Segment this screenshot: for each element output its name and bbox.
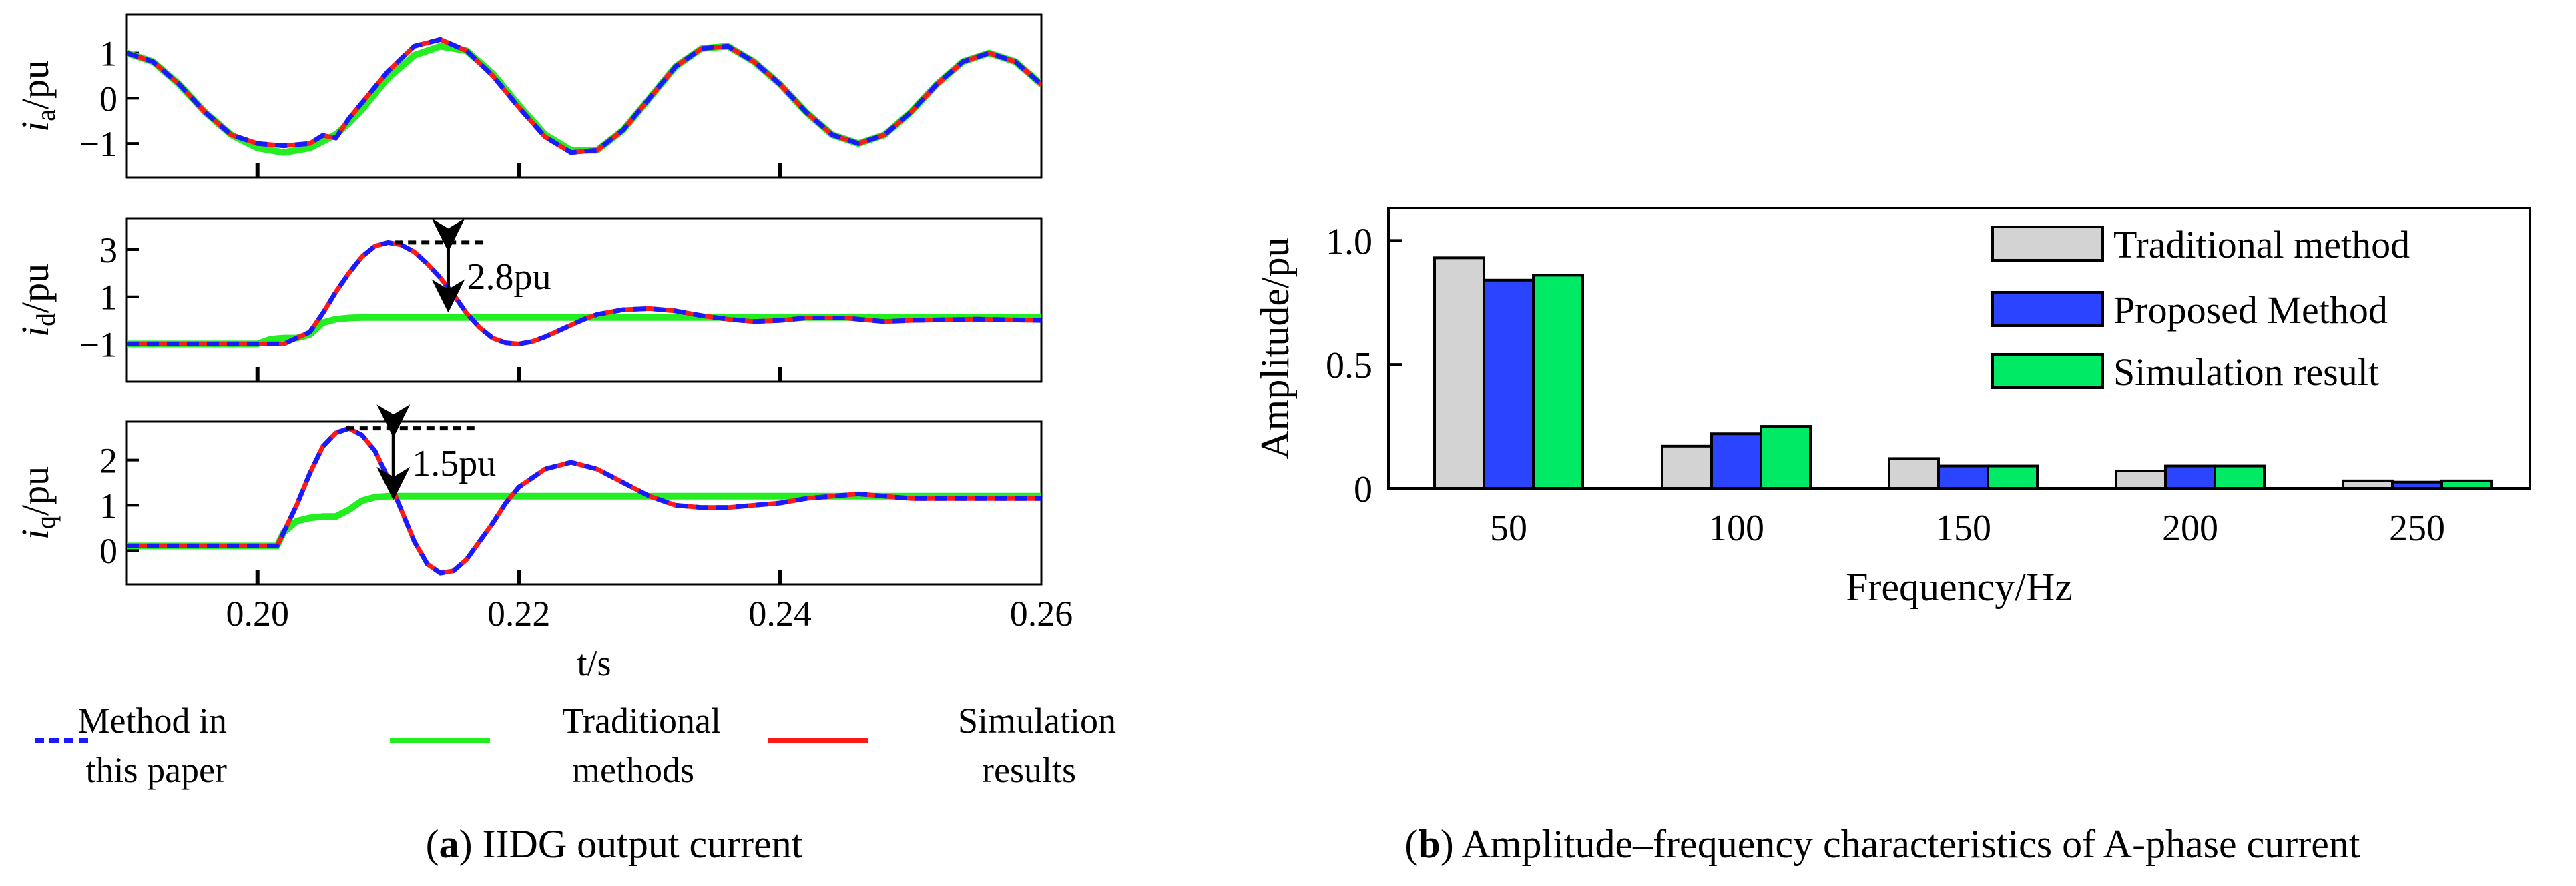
subplot-iq: 0.20 0.22 0.24 0.26 2 1 0 1.5pu iq/pu <box>13 404 1073 634</box>
x-tick-label: 100 <box>1708 508 1764 549</box>
y-tick-label: 1.0 <box>1326 221 1372 262</box>
y-tick-label: 1 <box>99 486 117 526</box>
y-tick-label: −1 <box>79 124 117 164</box>
bar-simulation-result-150 <box>1987 464 2039 490</box>
legend-label-line1: Method in <box>78 701 228 741</box>
legend-label-line2: this paper <box>86 750 227 790</box>
x-tick-label: 0.24 <box>748 594 812 634</box>
y-tick-label: 1 <box>99 34 117 74</box>
bar-group <box>1433 256 2493 490</box>
legend-swatch <box>1991 291 2104 327</box>
panel-b: 0 0.5 1.0 50 100 150 200 250 Amplitude/pu Freq… <box>1253 207 2531 866</box>
peak-annotation: 1.5pu <box>346 404 496 500</box>
legend-entry-simulation-result: Simulation result <box>1991 350 2379 394</box>
bar-traditional-method-250 <box>2342 479 2394 490</box>
difference-label: 2.8pu <box>467 256 551 298</box>
x-axis-label: t/s <box>577 643 611 683</box>
y-ticks: 2 1 0 <box>99 441 139 571</box>
series-line-method-in-this-paper <box>127 426 1041 576</box>
bar-traditional-method-150 <box>1888 457 1940 490</box>
bar-proposed-method-250 <box>2391 480 2443 490</box>
panel-caption-b: (b) Amplitude–frequency characteristics … <box>1404 822 2360 866</box>
y-tick-label: 0 <box>99 531 117 571</box>
series-line-traditional-methods <box>127 314 1041 348</box>
bar-proposed-method-50 <box>1483 278 1535 490</box>
series-group <box>127 37 1041 156</box>
bar-simulation-result-250 <box>2440 479 2493 490</box>
legend-swatch <box>1991 353 2104 389</box>
x-tick-label: 200 <box>2162 508 2218 549</box>
x-tick-label: 250 <box>2389 508 2445 549</box>
x-axis-label: Frequency/Hz <box>1846 565 2073 609</box>
bar-traditional-method-100 <box>1661 444 1713 490</box>
y-axis-label: iq/pu <box>13 466 61 540</box>
plot-frame <box>125 13 1043 179</box>
legend-label: Simulation result <box>2113 350 2379 394</box>
y-axis-label: Amplitude/pu <box>1253 237 1297 459</box>
legend-label: Proposed Method <box>2113 288 2388 332</box>
bar-traditional-method-50 <box>1433 256 1485 490</box>
x-tick-label: 0.22 <box>487 594 551 634</box>
bar-proposed-method-150 <box>1937 464 1989 490</box>
series-line-traditional-methods <box>127 43 1041 156</box>
series-line-traditional-methods <box>127 492 1041 550</box>
legend-entry-traditional-methods: Traditional methods <box>390 701 721 790</box>
y-tick-label: 3 <box>99 230 117 270</box>
x-tick-label: 0.26 <box>1010 594 1073 634</box>
plot-frame <box>125 420 1043 586</box>
panel-a: 1 0 −1 ia/pu 3 1 −1 2.8pu id/pu 0.20 0.22 0.24… <box>13 13 1116 866</box>
subplot-id: 3 1 −1 2.8pu id/pu <box>13 217 1043 383</box>
x-ticks <box>255 367 782 382</box>
y-tick-label: 0 <box>99 79 117 119</box>
plot-frame <box>125 217 1043 383</box>
series-line-simulation-results <box>127 240 1041 346</box>
y-tick-label: 0 <box>1354 469 1372 510</box>
legend-entry-traditional-method: Traditional method <box>1991 223 2410 266</box>
legend-label-line1: Traditional <box>562 701 721 741</box>
y-ticks: 3 1 −1 <box>79 230 139 364</box>
subplot-ia: 1 0 −1 ia/pu <box>13 13 1043 179</box>
series-line-method-in-this-paper <box>127 240 1041 346</box>
y-tick-label: 0.5 <box>1326 345 1372 386</box>
y-axis-label: id/pu <box>13 264 61 337</box>
series-line-simulation-results <box>127 37 1041 155</box>
bar-simulation-result-100 <box>1760 425 1812 490</box>
legend-label-line2: methods <box>572 750 694 790</box>
x-ticks <box>255 163 782 177</box>
legend-entry-method-in-this-paper: Method in this paper <box>35 701 227 790</box>
series-group <box>127 240 1041 348</box>
legend-label: Traditional method <box>2113 223 2410 266</box>
y-tick-label: 2 <box>99 441 117 481</box>
x-tick-label: 0.20 <box>226 594 289 634</box>
legend-a: Method in this paper Traditional methods… <box>35 701 1116 790</box>
bar-traditional-method-200 <box>2115 469 2167 490</box>
legend-entry-simulation-results: Simulation results <box>768 701 1116 790</box>
peak-annotation: 2.8pu <box>395 218 551 313</box>
y-tick-label: −1 <box>79 324 117 364</box>
bar-simulation-result-50 <box>1532 274 1584 490</box>
y-ticks: 0 0.5 1.0 <box>1326 221 1402 510</box>
series-line-simulation-results <box>127 426 1041 576</box>
legend-label-line2: results <box>982 750 1076 790</box>
legend-b: Traditional method Proposed Method Simul… <box>1991 223 2410 394</box>
legend-entry-proposed-method: Proposed Method <box>1991 288 2388 332</box>
series-line-method-in-this-paper <box>127 37 1041 155</box>
series-group <box>127 426 1041 576</box>
panel-caption-a: (a) IIDG output current <box>426 822 803 866</box>
x-tick-label: 150 <box>1935 508 1991 549</box>
bar-proposed-method-200 <box>2164 464 2216 490</box>
bar-proposed-method-100 <box>1710 432 1762 490</box>
x-ticks: 50 100 150 200 250 <box>1490 508 2445 549</box>
y-tick-label: 1 <box>99 278 117 318</box>
legend-label-line1: Simulation <box>958 701 1116 741</box>
x-ticks: 0.20 0.22 0.24 0.26 <box>226 570 1073 634</box>
bar-simulation-result-200 <box>2214 464 2266 490</box>
x-tick-label: 50 <box>1490 508 1527 549</box>
y-axis-label: ia/pu <box>13 60 61 132</box>
difference-label: 1.5pu <box>412 443 496 484</box>
legend-swatch <box>1991 226 2104 262</box>
